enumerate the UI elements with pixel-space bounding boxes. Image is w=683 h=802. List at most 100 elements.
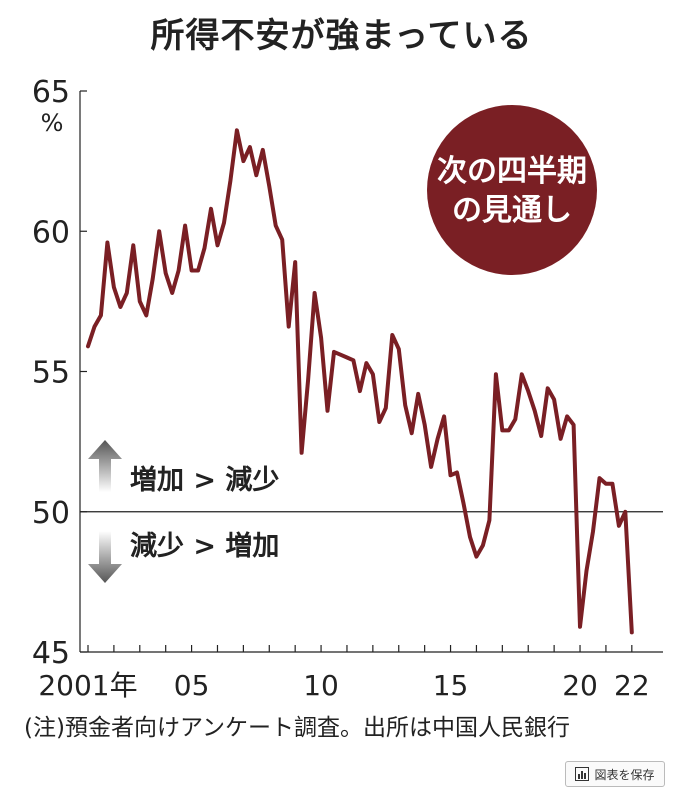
y-tick-label: 55 [32,356,70,391]
data-point [377,420,381,424]
chart-axes: 45 50 55 60 65% 2001年 05 10 15 20 22 [32,75,663,700]
data-point [371,372,375,376]
data-point [177,268,181,273]
data-point [552,397,556,402]
data-point [533,409,537,413]
data-point [410,431,414,435]
data-point [332,350,336,354]
data-point [546,386,550,390]
bar-chart-icon [575,767,590,781]
data-point [112,285,116,289]
data-point [170,291,174,295]
data-point [306,378,310,382]
data-point [222,221,226,225]
data-point [241,159,245,163]
data-point [325,409,330,413]
data-point [481,543,485,548]
x-tick-label: 15 [433,669,469,700]
data-point [429,465,433,469]
data-point [526,389,530,393]
data-point [92,325,97,329]
data-point [196,268,200,273]
data-point [565,414,569,418]
data-point [617,524,621,528]
data-point [164,271,168,275]
data-point [610,482,614,486]
data-point [254,173,258,177]
outlook-badge: 次の四半期 の見通し [427,105,597,275]
data-point [455,470,459,475]
x-tick-label: 20 [562,669,598,700]
data-point [364,361,368,365]
data-point [345,355,349,360]
data-point [500,428,504,433]
x-tick-label: 22 [614,669,650,700]
increase-label: 増加 > 減少 [130,464,279,496]
data-point [131,243,135,247]
data-point [597,476,602,480]
y-tick-label: 65 [32,75,70,110]
y-tick-label: 50 [32,496,70,531]
data-point [338,353,343,357]
data-point [559,437,563,441]
y-unit-label: % [41,109,64,137]
badge-circle [427,105,597,275]
data-point [300,451,304,455]
x-tick-label: 10 [303,669,339,700]
data-point [287,325,291,329]
save-chart-button[interactable]: 図表を保存 [565,761,665,787]
data-point [416,392,420,396]
data-point [604,482,608,486]
data-point [189,268,194,273]
badge-line1: 次の四半期 [437,154,587,189]
data-point [487,518,491,522]
data-point [144,313,148,317]
badge-line2: の見通し [452,193,572,228]
data-point [138,299,142,303]
data-point [403,403,407,407]
decrease-label: 減少 > 増加 [130,530,279,562]
data-point [584,569,589,573]
series-layer [86,128,634,635]
data-point [312,291,317,295]
data-point [235,128,239,132]
x-tick-label: 05 [174,669,210,700]
data-point [390,333,394,337]
data-point [513,417,517,421]
data-point [319,336,323,340]
data-point [215,243,220,247]
data-point [448,473,453,477]
data-point [623,510,627,514]
data-point [261,148,265,152]
data-point [591,529,595,533]
data-point [578,625,582,629]
data-point [202,246,207,250]
data-point [183,224,187,228]
up-arrow-icon [88,440,122,492]
data-point [351,358,356,362]
data-point [630,630,634,634]
y-tick-label: 60 [32,215,70,250]
data-point [125,291,129,295]
data-point [435,437,440,441]
data-point [118,305,122,309]
data-point [267,184,271,188]
data-point [157,229,161,233]
data-point [507,428,511,433]
data-point [151,277,155,281]
data-point [280,238,284,242]
chart-title: 所得不安が強まっている [150,16,533,56]
chart: 45 50 55 60 65% 2001年 05 10 15 20 22 増加 > 減少 減少 > … [32,75,663,700]
direction-arrows [88,440,122,583]
data-point [274,224,278,228]
data-point [248,145,252,149]
data-point [86,344,90,348]
data-point [228,179,233,183]
data-point [520,372,524,376]
data-point [539,434,543,438]
data-point [384,406,388,410]
data-point [442,414,446,418]
data-point [474,555,479,559]
data-point [397,347,401,351]
data-point [423,423,427,427]
